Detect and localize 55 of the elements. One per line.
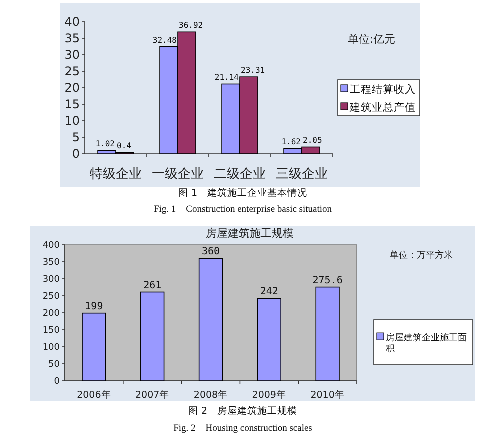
y-tick-label: 40	[64, 15, 80, 30]
data-label: 1.62	[282, 138, 302, 147]
bar	[198, 258, 224, 382]
y-tick-label: 5	[72, 130, 80, 145]
data-label: 32.48	[152, 36, 178, 45]
data-label: 21.14	[214, 73, 240, 82]
y-tick-label: 0	[54, 377, 60, 388]
bar	[316, 286, 340, 382]
data-label: 360	[202, 246, 220, 258]
caption: 图 2 房屋建筑施工规模	[188, 405, 298, 417]
y-tick-label: 10	[64, 114, 80, 128]
y-tick-label: 350	[42, 258, 60, 268]
y-tick-label: 400	[42, 241, 60, 252]
text: 单位：万平方米	[390, 250, 453, 261]
x-tick-label: 一级企业	[152, 167, 204, 182]
bar	[140, 292, 165, 382]
data-label: 0.4	[117, 142, 132, 151]
y-tick-label: 35	[64, 32, 80, 46]
x-tick-label: 2008年	[194, 389, 228, 401]
y-tick-label: 300	[42, 275, 60, 286]
x-tick-label: 2009年	[252, 389, 286, 401]
x-tick-label: 2010年	[310, 389, 345, 401]
y-tick-label: 250	[42, 292, 60, 302]
caption: Fig. 2 Housing construction scales	[174, 424, 313, 434]
data-label: 199	[85, 301, 104, 312]
legend-label: 房屋建筑企业施工面积	[386, 332, 467, 354]
y-tick-label: 0	[72, 147, 80, 162]
data-label: 242	[260, 286, 278, 298]
y-tick-label: 25	[64, 64, 80, 79]
y-tick-label: 150	[42, 326, 60, 336]
caption: 图 1 建筑施工企业基本情况	[178, 187, 308, 199]
data-label: 1.02	[96, 140, 116, 149]
y-tick-label: 100	[42, 343, 60, 354]
y-tick-label: 50	[48, 360, 60, 370]
y-tick-label: 200	[42, 309, 60, 320]
data-label: 2.05	[303, 136, 322, 146]
x-tick-label: 三级企业	[276, 167, 328, 182]
data-label: 275.6	[312, 275, 343, 286]
legend-label: 工程结算收入	[350, 83, 416, 96]
bar	[82, 312, 106, 382]
x-tick-label: 特级企业	[90, 167, 142, 182]
text: 单位:亿元	[348, 33, 396, 46]
data-label: 23.31	[241, 66, 266, 76]
bar	[257, 298, 282, 382]
x-tick-label: 2007年	[136, 389, 170, 401]
y-tick-label: 15	[64, 98, 80, 112]
x-tick-label: 二级企业	[214, 167, 266, 182]
y-tick-label: 20	[64, 81, 80, 96]
x-tick-label: 2006年	[77, 389, 112, 401]
chart-title: 房屋建筑施工规模	[206, 227, 294, 240]
legend-label: 建筑业总产值	[349, 101, 416, 114]
caption: Fig. 1 Construction enterprise basic situation	[154, 205, 332, 215]
y-tick-label: 30	[64, 48, 80, 62]
data-label: 36.92	[179, 21, 204, 30]
data-label: 261	[144, 280, 162, 292]
